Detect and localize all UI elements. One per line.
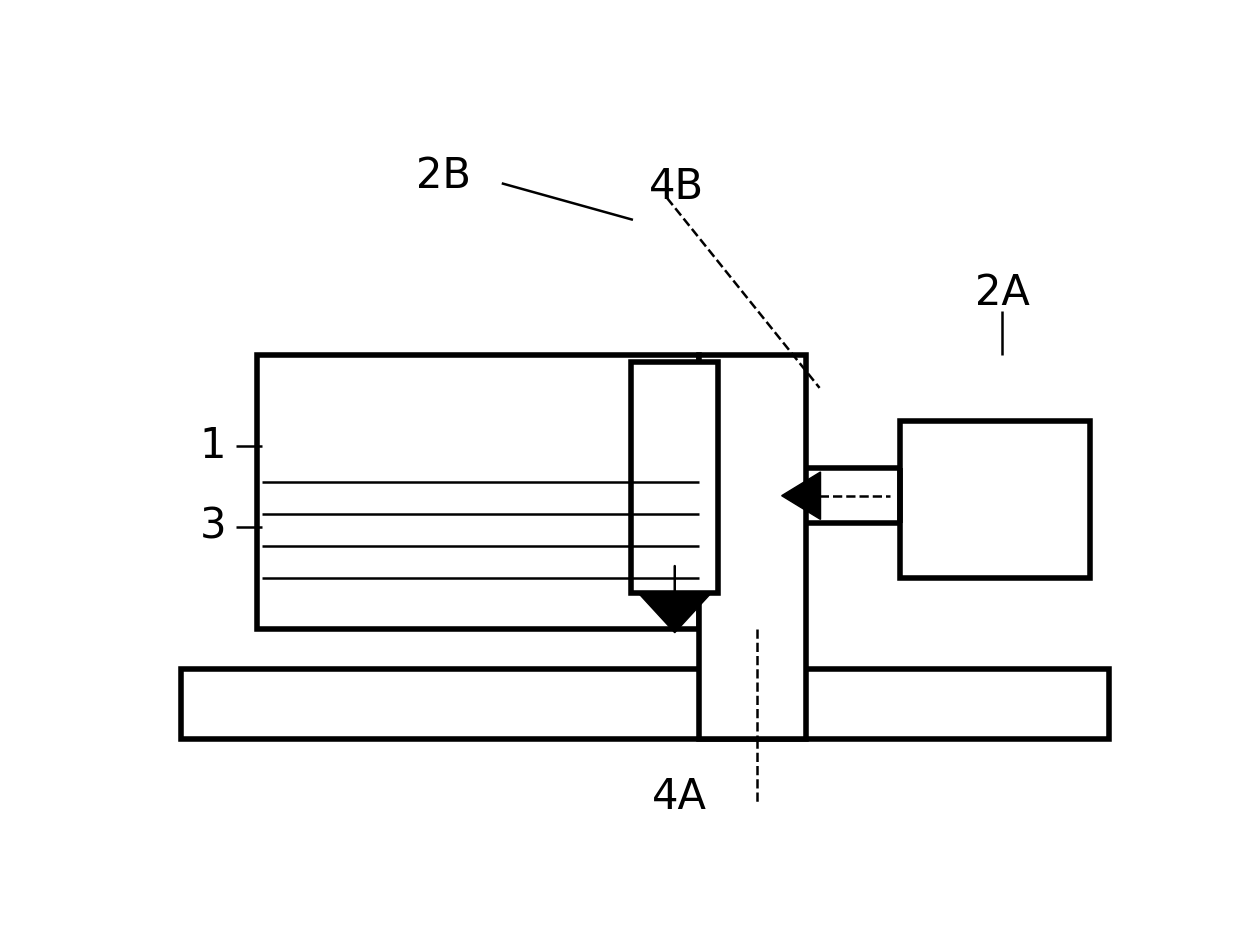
Polygon shape (638, 592, 712, 633)
Text: 2B: 2B (416, 155, 472, 197)
Bar (698, 355, 806, 738)
Bar (900, 420, 1090, 578)
Bar (181, 669, 1110, 738)
Text: 4B: 4B (650, 166, 705, 208)
Polygon shape (781, 472, 820, 519)
Text: 3: 3 (199, 506, 227, 548)
Bar (257, 355, 698, 629)
Text: 1: 1 (199, 425, 227, 467)
Text: 2A: 2A (974, 272, 1030, 314)
Bar (631, 363, 719, 592)
Text: 4A: 4A (652, 776, 707, 818)
